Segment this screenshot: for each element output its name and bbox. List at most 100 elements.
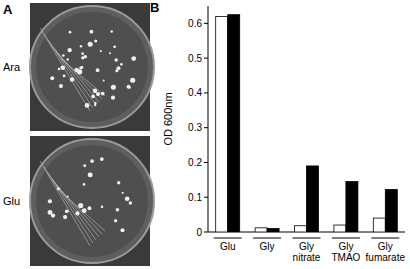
streak — [56, 52, 102, 99]
colony — [51, 213, 55, 217]
x-tick-label: Gly — [260, 241, 275, 252]
colony — [110, 30, 112, 32]
colony — [116, 208, 119, 211]
colony — [120, 228, 124, 232]
category-underline — [293, 238, 321, 239]
plate — [30, 6, 154, 128]
y-tick-label: 0 — [196, 227, 202, 238]
colony — [90, 159, 94, 163]
y-tick — [204, 92, 208, 93]
label-line: fumarate — [366, 252, 406, 263]
colony — [62, 54, 65, 57]
bar — [334, 225, 346, 232]
streak — [40, 28, 90, 111]
bar — [267, 229, 279, 232]
colony — [117, 181, 120, 184]
y-tick — [204, 232, 208, 233]
colony — [60, 65, 65, 70]
bar — [307, 166, 319, 232]
colony — [67, 48, 71, 52]
colony — [85, 103, 90, 108]
colony — [70, 77, 75, 82]
colony — [122, 192, 124, 194]
y-tick-label: 0.5 — [188, 53, 202, 64]
colony — [115, 58, 118, 61]
colony — [109, 52, 111, 54]
colony — [125, 196, 130, 201]
label-line: nitrate — [293, 252, 321, 263]
colony — [101, 92, 105, 96]
colony — [69, 31, 72, 34]
y-tick-label: 0.3 — [188, 122, 202, 133]
colony — [88, 42, 93, 47]
colony — [48, 199, 52, 203]
colony — [127, 198, 129, 200]
panel-label: A — [3, 2, 13, 17]
colony — [83, 164, 86, 167]
colony — [50, 76, 54, 80]
colony — [94, 39, 97, 42]
colony — [83, 183, 86, 186]
colony — [101, 206, 104, 209]
label-line: Gly — [338, 241, 353, 252]
colony — [93, 89, 98, 94]
x-tick-label: Glu — [220, 241, 236, 252]
plate-photo — [30, 3, 154, 131]
agar — [36, 145, 148, 257]
colony — [130, 78, 135, 83]
colony — [81, 52, 84, 55]
colony — [127, 85, 131, 89]
bar — [255, 228, 267, 232]
panel-label: B — [150, 0, 159, 15]
streak — [52, 46, 99, 102]
label-line: TMAO — [331, 252, 360, 263]
y-tick-label: 0.4 — [188, 87, 202, 98]
colony — [82, 208, 87, 213]
y-tick — [204, 58, 208, 59]
plate — [30, 139, 154, 263]
y-tick — [204, 127, 208, 128]
colony — [66, 58, 68, 60]
bar — [373, 218, 385, 232]
category-underline — [253, 238, 281, 239]
streak — [52, 179, 99, 237]
figure: ABAraGlu00.10.20.30.40.50.6OD 600nmGluGl… — [0, 0, 410, 269]
colony — [114, 219, 117, 222]
colony — [79, 66, 82, 69]
colony — [81, 56, 84, 59]
colony — [80, 45, 83, 48]
colony — [75, 211, 79, 215]
label-line: Gly — [299, 241, 314, 252]
streak — [60, 191, 105, 231]
colony — [88, 172, 93, 177]
colony — [100, 157, 104, 161]
colony — [65, 209, 69, 213]
colony — [96, 92, 100, 96]
agar — [36, 12, 148, 122]
colony — [74, 68, 79, 73]
colony — [100, 50, 102, 52]
colony — [128, 86, 131, 89]
y-tick-label: 0.2 — [188, 157, 202, 168]
label-line: Gly — [378, 241, 393, 252]
label-line: Glu — [220, 241, 236, 252]
colony — [67, 196, 69, 198]
plate-photo — [30, 136, 154, 266]
bar — [216, 16, 228, 232]
colony — [59, 84, 63, 88]
y-tick — [204, 23, 208, 24]
streak — [60, 58, 105, 96]
colony — [90, 30, 94, 34]
colony — [57, 187, 60, 190]
colony — [63, 215, 67, 219]
plate-label: Ara — [3, 61, 21, 73]
colony — [117, 66, 121, 70]
colony — [111, 96, 115, 100]
bars — [216, 15, 398, 232]
y-axis-label: OD 600nm — [162, 92, 174, 145]
streak — [56, 185, 102, 234]
bar — [385, 190, 397, 232]
colony — [91, 95, 95, 99]
label-line: Gly — [260, 241, 275, 252]
x-tick-label: Glynitrate — [293, 241, 321, 263]
